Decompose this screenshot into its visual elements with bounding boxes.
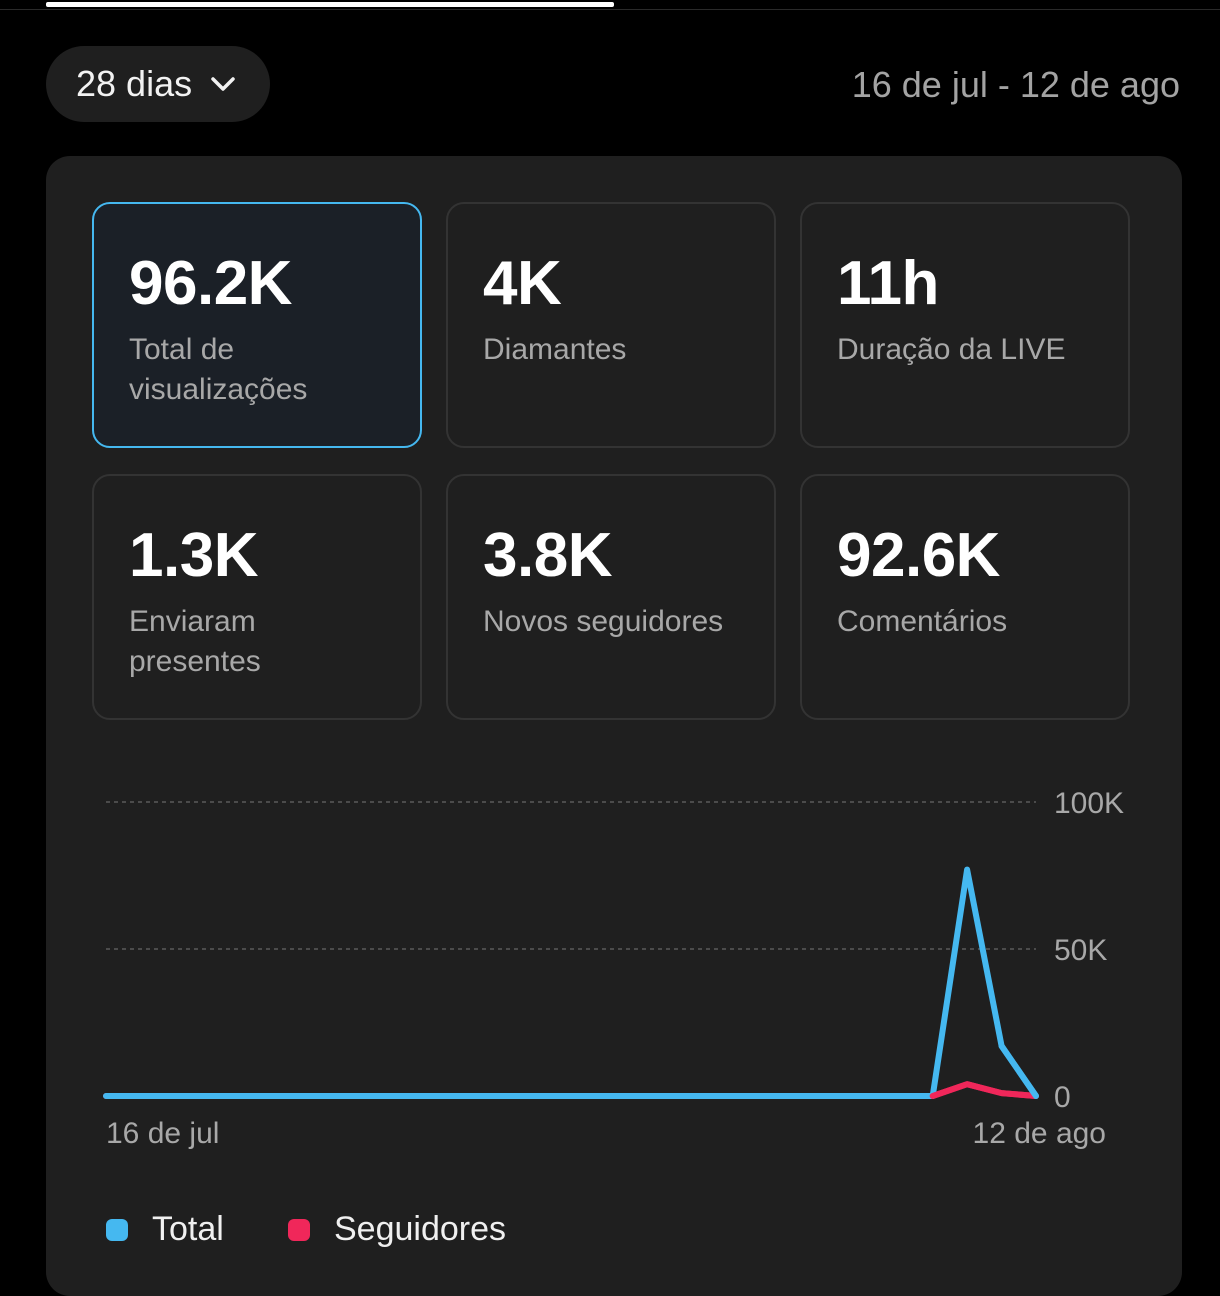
series-line-total-overlay [998, 1043, 1039, 1099]
legend-label-followers: Seguidores [334, 1210, 507, 1248]
tab-bar [0, 0, 1220, 10]
legend-label-total: Total [152, 1210, 224, 1248]
x-tick-label: 16 de jul [106, 1117, 219, 1150]
metric-card-diamonds[interactable]: 4K Diamantes [446, 202, 776, 448]
metric-card-new-followers[interactable]: 3.8K Novos seguidores [446, 474, 776, 720]
legend-item-total: Total [106, 1210, 224, 1249]
metric-label: Total de visualizações [129, 333, 308, 406]
series-line-seguidores-overlay [929, 1081, 1039, 1099]
legend-swatch-total [106, 1218, 128, 1241]
y-tick-label: 0 [1054, 1081, 1071, 1114]
period-label: 28 dias [76, 63, 193, 104]
metric-label: Novos seguidores [483, 605, 724, 638]
metric-label: Comentários [837, 605, 1008, 638]
metric-label: Diamantes [483, 333, 627, 366]
x-tick-label: 12 de ago [973, 1117, 1106, 1150]
metric-value: 3.8K [483, 521, 612, 590]
period-dropdown[interactable]: 28 dias [46, 46, 271, 122]
metric-value: 92.6K [837, 521, 1000, 590]
metric-value: 4K [483, 249, 562, 318]
legend-swatch-followers [288, 1218, 310, 1241]
y-tick-label: 100K [1054, 787, 1124, 820]
metric-value: 11h [837, 249, 939, 318]
metric-card-gift-senders[interactable]: 1.3K Enviaram presentes [92, 474, 422, 720]
date-range: 16 de jul - 12 de ago [851, 64, 1180, 105]
metric-card-total-views[interactable]: 96.2K Total de visualizações [92, 202, 422, 448]
legend-item-followers: Seguidores [288, 1210, 506, 1249]
chevron-down-icon [211, 77, 235, 91]
active-tab-indicator [46, 2, 614, 7]
y-tick-label: 50K [1054, 934, 1107, 967]
metric-label: Duração da LIVE [837, 333, 1066, 366]
series-line-total [103, 866, 1039, 1099]
line-chart: 100K 50K 0 16 de jul 12 de ago [103, 787, 1124, 1150]
metric-label: Enviaram presentes [129, 605, 261, 678]
metric-value: 1.3K [129, 521, 258, 590]
metric-card-comments[interactable]: 92.6K Comentários [800, 474, 1130, 720]
metric-card-live-duration[interactable]: 11h Duração da LIVE [800, 202, 1130, 448]
metric-value: 96.2K [129, 249, 292, 318]
